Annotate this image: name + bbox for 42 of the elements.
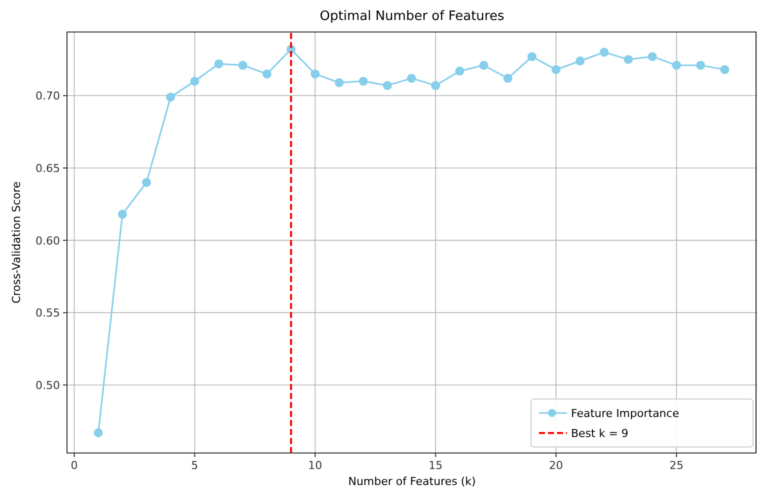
point — [382, 81, 392, 90]
y-tick-label: 0.50 — [36, 379, 60, 392]
y-tick-label: 0.55 — [36, 306, 60, 320]
y-tick-label: 0.60 — [36, 234, 60, 248]
x-tick-label: 20 — [549, 459, 564, 472]
point — [696, 60, 706, 70]
legend-label: Best k = 9 — [571, 427, 628, 440]
y-tick-label: 0.65 — [36, 162, 60, 175]
x-tick-label: 15 — [428, 459, 443, 472]
point — [576, 56, 585, 66]
x-axis-title: Number of Features (k) — [348, 475, 476, 488]
point — [479, 60, 488, 70]
point — [648, 52, 657, 62]
point — [118, 210, 127, 219]
point — [552, 65, 561, 74]
point — [142, 178, 151, 187]
point — [94, 428, 103, 438]
point — [214, 59, 224, 68]
x-tick-label: 10 — [308, 459, 322, 472]
point — [431, 81, 440, 90]
point — [527, 52, 536, 62]
point — [166, 92, 176, 102]
point — [672, 60, 681, 70]
point — [455, 66, 464, 76]
x-tick-label: 0 — [70, 459, 78, 472]
point — [407, 74, 416, 83]
point — [262, 69, 272, 78]
point — [600, 48, 609, 57]
x-tick-label: 5 — [191, 459, 198, 472]
legend-label: Feature Importance — [571, 407, 680, 420]
point — [358, 76, 368, 86]
point — [720, 65, 730, 74]
chart-title: Optimal Number of Features — [320, 9, 504, 24]
point — [310, 69, 320, 78]
x-tick-label: 25 — [670, 459, 684, 472]
point — [624, 54, 633, 64]
point — [503, 74, 512, 83]
point — [190, 76, 200, 86]
y-axis-title: Cross-Validation Score — [10, 181, 23, 304]
point — [238, 60, 248, 70]
point — [334, 78, 344, 88]
y-tick-label: 0.70 — [36, 90, 60, 103]
